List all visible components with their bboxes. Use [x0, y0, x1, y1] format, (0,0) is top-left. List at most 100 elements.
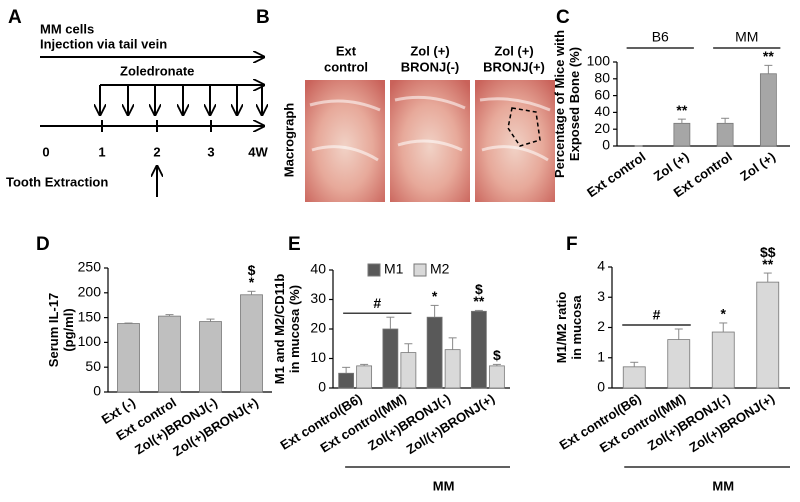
bar [667, 339, 691, 389]
legend-swatch [367, 263, 381, 277]
panel-label: C [556, 7, 570, 28]
panel-label: F [566, 234, 578, 255]
y-tick-label: 4 [597, 258, 605, 274]
bar [356, 365, 373, 389]
bar [488, 365, 505, 389]
error-bar [430, 304, 439, 318]
panel-label: D [36, 234, 50, 255]
annotation: ** [473, 293, 484, 309]
error-bar [206, 318, 215, 322]
column-header: Zol (+) [494, 43, 533, 58]
bar [716, 122, 734, 147]
lesion-outline [507, 107, 541, 147]
timeline-label: 4W [248, 144, 268, 159]
y-axis-label: Exposed Bone (%) [567, 47, 582, 161]
y-tick-label: 2 [597, 318, 605, 334]
error-bar [342, 366, 351, 374]
y-tick-label: 0 [93, 383, 101, 399]
bar [759, 73, 777, 147]
timeline-label: 1 [98, 144, 105, 159]
y-axis-label: (pg/ml) [61, 308, 76, 351]
panel-label: E [288, 234, 301, 255]
annotation: * [432, 288, 438, 304]
y-tick-label: 200 [78, 284, 102, 300]
bar [117, 323, 140, 393]
row-label: Macrograph [281, 103, 296, 177]
error-bar [630, 361, 639, 367]
annotation: $$ [760, 244, 776, 260]
annotation: $ [475, 281, 483, 297]
bar [426, 316, 443, 389]
y-tick-label: 50 [85, 358, 101, 374]
bar [199, 321, 222, 393]
timeline-label: 3 [207, 144, 214, 159]
y-tick-label: 100 [78, 333, 102, 349]
error-bar [764, 64, 773, 74]
column-header: Zol (+) [410, 43, 449, 58]
bar [470, 310, 487, 389]
error-bar [721, 117, 730, 124]
bar [382, 328, 399, 389]
label: Injection via tail vein [40, 36, 167, 51]
error-bar [474, 309, 483, 312]
error-bar [763, 272, 772, 283]
dose-arrows [100, 85, 262, 115]
y-tick-label: 0 [597, 379, 605, 395]
y-tick-label: 40 [310, 261, 326, 277]
error-bar [492, 363, 501, 366]
x-tick-label: Zol (+) [737, 149, 778, 184]
label: Tooth Extraction [6, 174, 108, 189]
significance-label: # [653, 307, 661, 323]
error-bar [674, 328, 683, 340]
error-bar [404, 343, 413, 353]
timeline-label: 2 [153, 144, 160, 159]
error-bar [360, 363, 369, 366]
legend-label: M1 [384, 261, 404, 277]
annotation: $ [248, 262, 256, 278]
timeline-ticks [101, 120, 212, 132]
bar [400, 352, 417, 389]
annotation: ** [762, 256, 773, 272]
y-tick-label: 20 [310, 320, 326, 336]
bar [711, 331, 735, 389]
error-bar [247, 290, 256, 295]
annotation: * [249, 274, 255, 290]
y-tick-label: 3 [597, 288, 605, 304]
y-tick-label: 1 [597, 348, 605, 364]
label: MM cells [40, 21, 94, 36]
y-tick-label: 30 [310, 290, 326, 306]
legend-swatch [413, 263, 427, 277]
group-label: MM [735, 29, 758, 45]
bar [622, 366, 646, 389]
error-bar [386, 316, 395, 329]
panel-label: B [256, 7, 270, 28]
photo-texture [309, 95, 551, 162]
label: Zoledronate [120, 63, 194, 78]
panel-b: B Ext control Zol (+) BRONJ(-) Zol (+) B… [256, 7, 555, 202]
panel-label: A [8, 7, 22, 28]
panel-a: A MM cells Injection via tail vein Zoled… [6, 7, 268, 197]
annotation: ** [676, 102, 687, 118]
photo [305, 80, 385, 202]
y-axis-label: M1/M2 ratio [554, 292, 569, 364]
y-tick-label: 40 [594, 103, 610, 119]
y-axis-label: Percentage of Mice with [552, 30, 567, 178]
group-label: MM [433, 478, 455, 493]
significance-label: # [373, 295, 381, 311]
bar [756, 281, 780, 389]
error-bar [165, 314, 174, 317]
group-label: B6 [652, 29, 669, 45]
y-axis-label: M1 and M2/CD11b [272, 274, 287, 385]
y-tick-label: 0 [602, 137, 610, 153]
y-tick-label: 60 [594, 86, 610, 102]
annotation: * [721, 306, 727, 322]
annotation: ** [763, 48, 774, 64]
bar [338, 372, 355, 389]
y-tick-label: 20 [594, 120, 610, 136]
x-tick-label: Ext control [584, 149, 648, 200]
column-header: BRONJ(+) [483, 59, 545, 74]
annotation: $ [493, 347, 501, 363]
column-header: Ext [336, 43, 357, 58]
error-bar [448, 337, 457, 350]
